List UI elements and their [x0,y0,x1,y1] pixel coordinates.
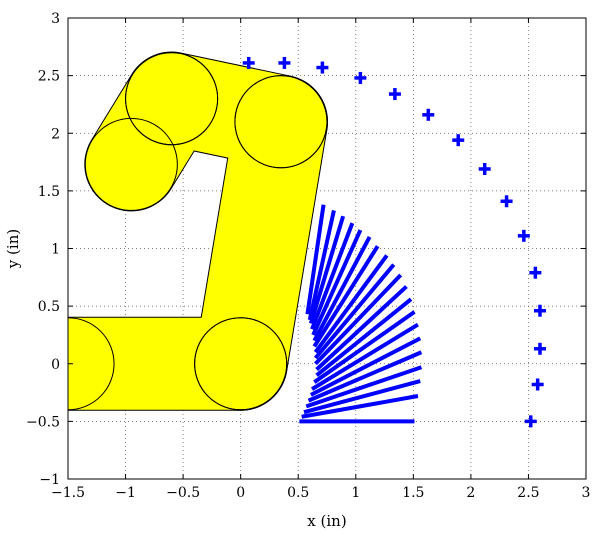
x-tick-label: 0.5 [287,485,309,501]
y-tick-label: −0.5 [26,414,60,430]
y-tick-label: 0.5 [38,299,60,315]
segment [310,322,419,391]
y-tick-label: 1.5 [38,184,60,200]
marker-point [388,88,401,101]
segment [314,273,403,366]
segment-series [299,204,423,424]
segment [308,215,346,324]
x-axis-label: x (in) [307,512,346,530]
segment [312,245,380,348]
y-tick-label: 1 [51,242,60,258]
x-tick-label: 2 [466,485,475,501]
segment [307,350,423,403]
marker-point [278,56,291,69]
marker-point [533,304,546,317]
marker-point [531,378,544,391]
y-tick-label: 2.5 [38,69,60,85]
x-tick-label: 0 [236,485,245,501]
segment [311,229,363,336]
marker-point [517,229,530,242]
robot-joint-outline [234,75,328,169]
marker-series [242,56,546,428]
marker-point [452,134,465,147]
marker-point [500,195,513,208]
marker-point [316,61,329,74]
segment [313,254,389,354]
segment [313,263,396,360]
axis-ticks [67,17,587,480]
x-tick-label: −1.5 [51,485,85,501]
robot-joint-outline [125,52,219,146]
x-tick-label: −1 [115,485,136,501]
y-axis-label: y (in) [4,229,22,269]
y-tick-label: 3 [51,11,60,27]
segment [303,379,421,415]
x-tick-label: 1 [351,485,360,501]
x-tick-label: −0.5 [166,485,200,501]
marker-point [478,162,491,175]
segment [315,285,408,371]
robot-link [85,52,218,211]
marker-point [422,108,435,121]
segment [310,222,355,330]
x-tick-label: 1.5 [402,485,424,501]
segment [305,204,326,315]
segment [315,297,413,377]
y-tick-label: 0 [51,357,60,373]
x-tick-label: 3 [582,485,591,501]
segment [309,336,422,397]
y-tick-label: 2 [51,126,60,142]
robot-links [68,51,329,411]
x-tick-label: 2.5 [517,485,539,501]
segment [313,310,416,384]
robot-joint-outline [194,317,288,411]
segment [312,236,372,342]
marker-point [354,71,367,84]
segment [305,365,423,409]
y-tick-label: −1 [39,472,60,488]
segment [307,210,336,321]
marker-point [533,342,546,355]
tick-labels: −1.5 −1 −0.5 0 0.5 1 1.5 2 2.5 3−1−0.500.511.522.… [26,11,590,501]
marker-point [242,56,255,69]
robot-joint-outline [84,117,178,211]
marker-point [529,266,542,279]
robot-joint-outline [68,317,115,411]
segment [301,394,419,419]
marker-point [524,415,537,428]
